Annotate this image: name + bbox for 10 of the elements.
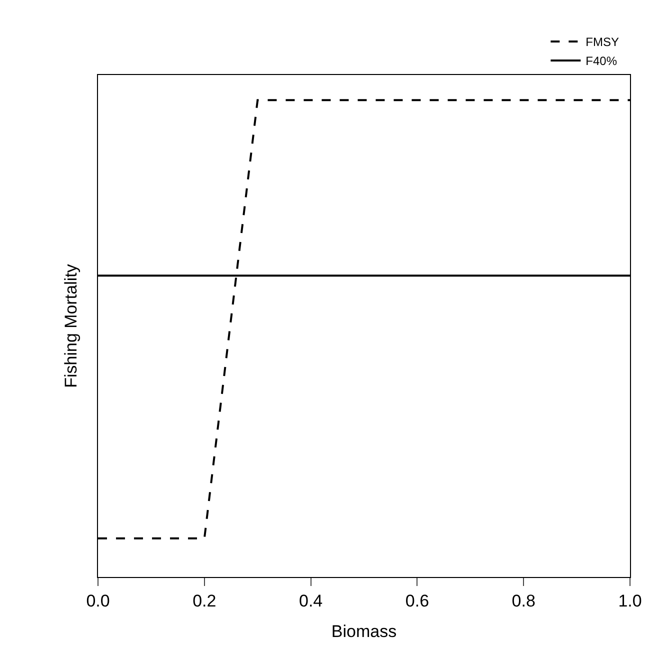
- x-tick-label: 0.8: [512, 591, 536, 610]
- x-tick-label: 0.6: [405, 591, 430, 610]
- x-tick-label: 0.0: [86, 591, 110, 610]
- x-tick-label: 1.0: [618, 591, 642, 610]
- legend-label: FMSY: [586, 35, 620, 50]
- legend-label: F40%: [586, 54, 618, 68]
- x-tick-label: 0.4: [298, 591, 323, 610]
- y-axis-title: Fishing Mortality: [62, 264, 81, 388]
- x-tick-label: 0.2: [192, 591, 216, 610]
- x-axis-title: Biomass: [331, 622, 397, 641]
